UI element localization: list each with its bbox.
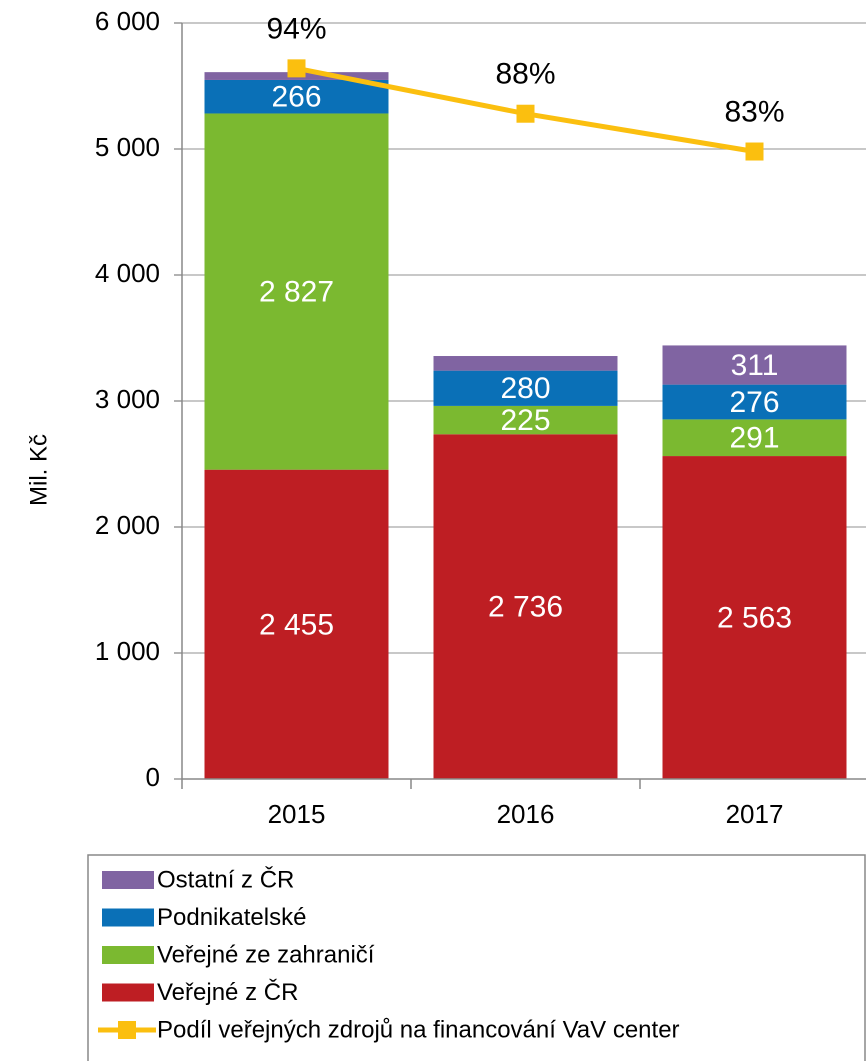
y-tick-label: 0 <box>146 762 160 792</box>
y-axis-label: Mil. Kč <box>25 434 52 506</box>
y-tick-label: 4 000 <box>95 258 160 288</box>
line-marker <box>745 142 764 161</box>
y-tick-label: 6 000 <box>95 6 160 36</box>
bar-segment <box>433 434 618 779</box>
legend-label: Podíl veřejných zdrojů na financování Va… <box>157 1016 680 1043</box>
data-label: 83% <box>724 95 784 128</box>
legend-label: Veřejné z ČR <box>157 978 298 1006</box>
data-label: 225 <box>500 404 550 437</box>
y-tick-label: 3 000 <box>95 384 160 414</box>
bar-segment <box>204 113 389 470</box>
bar-segment <box>433 356 618 371</box>
data-label: 88% <box>495 58 555 91</box>
line-marker <box>516 104 535 123</box>
legend-swatch <box>102 871 154 889</box>
data-label: 280 <box>500 372 550 405</box>
legend-swatch <box>102 946 154 964</box>
legend-swatch <box>118 1021 136 1039</box>
bar-segment <box>204 79 389 114</box>
legend-swatch <box>102 908 154 927</box>
data-label: 2 455 <box>259 608 334 641</box>
data-label: 311 <box>731 349 779 382</box>
data-label: 291 <box>729 422 779 455</box>
legend-label: Podnikatelské <box>157 904 306 931</box>
y-tick-label: 5 000 <box>95 132 160 162</box>
bar-segment <box>662 345 847 385</box>
bar-segment <box>662 456 847 779</box>
data-label: 2 563 <box>717 601 792 634</box>
bar-segment <box>662 384 847 420</box>
x-tick-label: 2015 <box>268 799 326 829</box>
line-marker <box>287 59 306 78</box>
y-tick-label: 2 000 <box>95 510 160 540</box>
bar-segment <box>662 419 847 457</box>
data-label: 2 736 <box>488 591 563 624</box>
legend-label: Ostatní z ČR <box>157 865 294 893</box>
data-label: 2 827 <box>259 275 334 308</box>
data-label: 276 <box>729 386 779 419</box>
x-tick-label: 2016 <box>497 799 555 829</box>
y-tick-label: 1 000 <box>95 636 160 666</box>
bar-segment <box>433 370 618 406</box>
bar-segment <box>204 469 389 779</box>
legend-label: Veřejné ze zahraničí <box>157 941 375 968</box>
legend-swatch <box>102 983 154 1002</box>
x-tick-label: 2017 <box>726 799 784 829</box>
legend-box <box>87 854 866 1061</box>
bar-segment <box>433 405 618 435</box>
data-label: 94% <box>266 12 326 45</box>
data-label: 266 <box>271 81 321 114</box>
